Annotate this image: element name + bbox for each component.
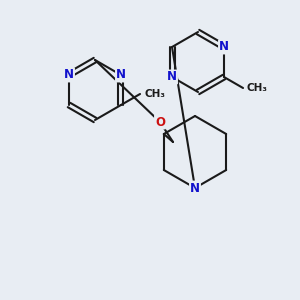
- Text: N: N: [64, 68, 74, 82]
- Text: N: N: [190, 182, 200, 194]
- Text: O: O: [155, 116, 165, 128]
- Text: N: N: [219, 40, 229, 53]
- Text: N: N: [116, 68, 126, 82]
- Text: N: N: [167, 70, 177, 83]
- Text: CH₃: CH₃: [144, 89, 165, 99]
- Text: CH₃: CH₃: [246, 83, 267, 93]
